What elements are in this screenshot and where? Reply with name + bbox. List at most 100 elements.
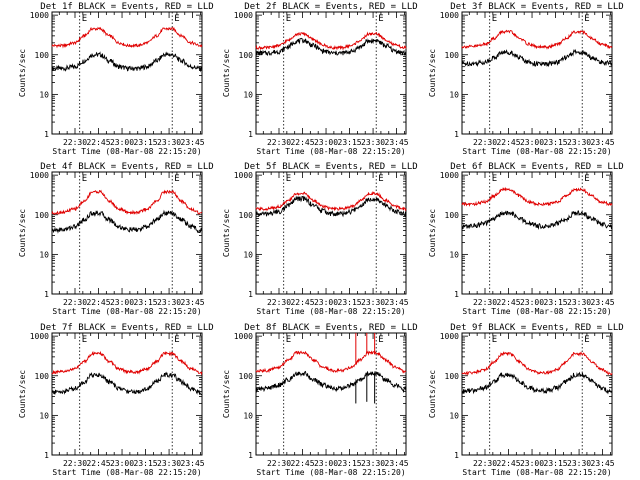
y-tick-label: 100 — [445, 211, 460, 220]
event-marker-label: E — [584, 174, 589, 184]
x-tick-label: 23:30 — [157, 138, 181, 147]
event-marker-label: E — [286, 335, 291, 345]
x-axis-label: Start Time (08-Mar-08 22:15:20) — [256, 468, 405, 477]
chart-panel-3: Det 3f BLACK = Events, RED = LLD 1 10 100 10… — [428, 2, 624, 156]
x-tick-label: 23:15 — [134, 298, 158, 307]
x-tick-label: 23:30 — [361, 459, 385, 468]
series-line-lld — [255, 31, 407, 51]
chart-panel-6: Det 6f BLACK = Events, RED = LLD 1 10 100 10… — [428, 162, 624, 316]
plot-frame — [255, 11, 407, 135]
x-tick-label: 23:45 — [591, 138, 615, 147]
y-axis-label: Counts/sec — [222, 370, 231, 418]
series-line-lld — [255, 350, 407, 374]
event-marker-label: E — [492, 335, 497, 345]
y-axis-label: Counts/sec — [18, 209, 27, 257]
x-tick-label: 23:15 — [544, 459, 568, 468]
chart-title: Det 7f BLACK = Events, RED = LLD — [40, 323, 213, 333]
x-tick-label: 23:00 — [520, 138, 544, 147]
x-tick-label: 22:30 — [473, 138, 497, 147]
event-marker-label: E — [82, 174, 87, 184]
series-line-lld — [51, 350, 203, 376]
x-tick-label: 23:00 — [110, 298, 134, 307]
series-line-events — [255, 195, 407, 218]
x-tick-label: 23:30 — [157, 298, 181, 307]
x-tick-label: 22:45 — [290, 459, 314, 468]
plot-frame — [255, 332, 407, 456]
chart-panel-8: Det 8f BLACK = Events, RED = LLD 1 10 100 10… — [222, 323, 418, 477]
chart-title: Det 5f BLACK = Events, RED = LLD — [244, 162, 417, 172]
y-tick-label: 10 — [449, 411, 459, 420]
y-tick-label: 1 — [44, 130, 49, 139]
x-tick-label: 23:45 — [385, 298, 409, 307]
x-tick-label: 22:30 — [267, 459, 291, 468]
x-tick-label: 23:45 — [181, 298, 205, 307]
x-tick-label: 23:00 — [314, 138, 338, 147]
event-marker-label: E — [286, 174, 291, 184]
y-tick-label: 10 — [39, 250, 49, 259]
series-line-events — [255, 37, 407, 56]
y-axis-label: Counts/sec — [222, 209, 231, 257]
y-tick-label: 1 — [454, 130, 459, 139]
x-tick-label: 22:45 — [86, 298, 110, 307]
x-tick-label: 23:30 — [361, 298, 385, 307]
y-axis-label: Counts/sec — [222, 49, 231, 97]
x-tick-label: 23:45 — [181, 138, 205, 147]
series-line-lld — [255, 191, 407, 212]
event-marker-label: E — [378, 174, 383, 184]
series-line-lld — [461, 186, 613, 207]
x-tick-label: 23:00 — [520, 298, 544, 307]
chart-title: Det 4f BLACK = Events, RED = LLD — [40, 162, 213, 172]
x-tick-label: 22:45 — [496, 459, 520, 468]
x-tick-label: 23:15 — [134, 459, 158, 468]
x-tick-label: 23:30 — [567, 298, 591, 307]
y-tick-label: 100 — [445, 51, 460, 60]
x-tick-label: 22:45 — [290, 138, 314, 147]
series-line-events — [461, 210, 613, 231]
chart-title: Det 6f BLACK = Events, RED = LLD — [450, 162, 623, 172]
event-marker-label: E — [584, 14, 589, 24]
y-tick-label: 100 — [35, 51, 50, 60]
event-marker-label: E — [492, 174, 497, 184]
y-tick-label: 1 — [454, 290, 459, 299]
x-tick-label: 22:45 — [290, 298, 314, 307]
chart-title: Det 8f BLACK = Events, RED = LLD — [244, 323, 417, 333]
y-tick-label: 10 — [243, 250, 253, 259]
x-axis-label: Start Time (08-Mar-08 22:15:20) — [462, 147, 611, 156]
y-tick-label: 1 — [248, 290, 253, 299]
chart-title: Det 1f BLACK = Events, RED = LLD — [40, 2, 213, 12]
y-tick-label: 1 — [248, 130, 253, 139]
x-tick-label: 22:30 — [473, 459, 497, 468]
x-tick-label: 23:30 — [567, 459, 591, 468]
x-tick-label: 23:30 — [157, 459, 181, 468]
series-line-events — [51, 209, 203, 234]
plot-frame — [51, 11, 203, 135]
event-marker-label: E — [378, 335, 383, 345]
event-marker-label: E — [174, 335, 179, 345]
series-line-lld — [461, 351, 613, 376]
x-tick-label: 23:45 — [591, 298, 615, 307]
y-tick-label: 10 — [243, 90, 253, 99]
y-tick-label: 1 — [248, 451, 253, 460]
chart-panel-1: Det 1f BLACK = Events, RED = LLD 1 10 100 10… — [18, 2, 214, 156]
chart-panel-2: Det 2f BLACK = Events, RED = LLD 1 10 100 10… — [222, 2, 418, 156]
y-tick-label: 100 — [239, 372, 254, 381]
x-tick-label: 22:45 — [86, 138, 110, 147]
x-tick-label: 23:00 — [520, 459, 544, 468]
chart-panel-7: Det 7f BLACK = Events, RED = LLD 1 10 100 10… — [18, 323, 214, 477]
y-axis-label: Counts/sec — [18, 49, 27, 97]
series-line-events — [52, 371, 203, 395]
x-tick-label: 23:15 — [338, 459, 362, 468]
plot-frame — [461, 332, 613, 456]
y-tick-label: 1000 — [30, 11, 49, 20]
x-tick-label: 23:30 — [361, 138, 385, 147]
y-tick-label: 100 — [35, 211, 50, 220]
y-axis-label: Counts/sec — [428, 370, 437, 418]
event-marker-label: E — [174, 174, 179, 184]
y-tick-label: 100 — [239, 211, 254, 220]
x-tick-label: 22:45 — [86, 459, 110, 468]
x-tick-label: 23:15 — [338, 298, 362, 307]
chart-panel-9: Det 9f BLACK = Events, RED = LLD 1 10 100 10… — [428, 323, 624, 477]
event-marker-label: E — [378, 14, 383, 24]
series-line-events — [51, 51, 203, 73]
y-tick-label: 1 — [44, 451, 49, 460]
